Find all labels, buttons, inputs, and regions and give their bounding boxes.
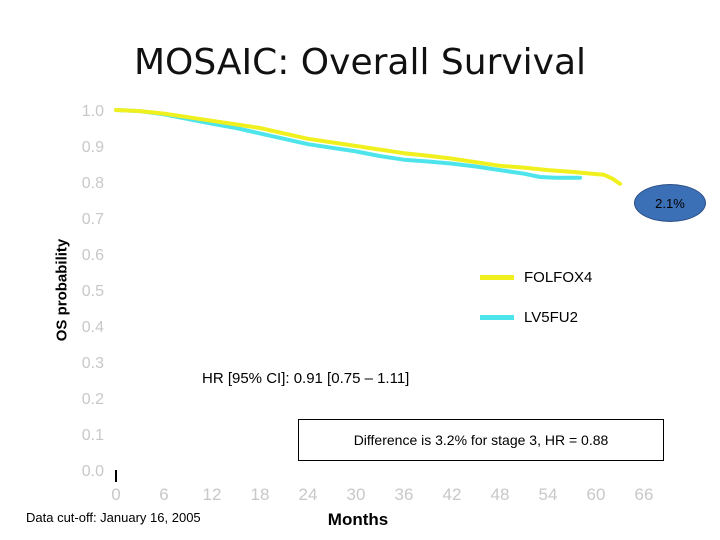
series-lines	[114, 108, 622, 186]
series-line-folfox4	[114, 108, 622, 186]
x-tick-label: 42	[443, 485, 462, 504]
x-tick-label: 6	[159, 485, 168, 504]
y-tick-label: 0.9	[82, 139, 104, 156]
difference-bubble-text: 2.1%	[655, 195, 685, 211]
chart-title: MOSAIC: Overall Survival	[133, 42, 587, 83]
y-tick-label: 0.1	[82, 427, 104, 444]
x-tick-label: 36	[395, 485, 414, 504]
difference-annotation-text: Difference is 3.2% for stage 3, HR = 0.8…	[353, 432, 609, 448]
y-tick-label: 0.3	[82, 355, 104, 372]
y-tick-label: 0.4	[82, 319, 104, 336]
legend: FOLFOX4 LV5FU2	[480, 266, 592, 346]
y-tick-label: 0.2	[82, 391, 104, 408]
x-axis-label: Months	[327, 510, 389, 529]
data-cutoff-note: Data cut-off: January 16, 2005	[26, 510, 201, 525]
x-tick-label: 66	[635, 485, 654, 504]
y-tick-label: 0.6	[82, 247, 104, 264]
legend-item-lv5fu2: LV5FU2	[480, 306, 592, 328]
legend-label-folfox4: FOLFOX4	[524, 268, 593, 286]
hazard-ratio-annotation: HR [95% CI]: 0.91 [0.75 – 1.11]	[202, 370, 410, 387]
difference-annotation-box: Difference is 3.2% for stage 3, HR = 0.8…	[298, 419, 664, 461]
difference-bubble: 2.1%	[634, 184, 706, 222]
x-tick-label: 0	[111, 485, 120, 504]
x-tick-label: 24	[299, 485, 318, 504]
x-tick-label: 48	[491, 485, 510, 504]
x-tick-label: 18	[251, 485, 270, 504]
y-tick-label: 0.8	[82, 175, 104, 192]
series-line-lv5fu2	[114, 108, 582, 180]
y-tick-label: 0.0	[82, 463, 104, 480]
x-ticks: 0 6 12 18 24 30 36 42 48 54 60 66	[111, 485, 653, 504]
y-tick-label: 0.5	[82, 283, 104, 300]
legend-swatch-lv5fu2	[480, 314, 514, 320]
x-tick-label: 60	[587, 485, 606, 504]
y-tick-label: 0.7	[82, 211, 104, 228]
legend-label-lv5fu2: LV5FU2	[524, 308, 578, 326]
y-tick-label: 1.0	[82, 103, 104, 120]
legend-swatch-folfox4	[480, 274, 514, 280]
x-tick-label: 54	[539, 485, 558, 504]
x-tick-label: 12	[203, 485, 222, 504]
legend-item-folfox4: FOLFOX4	[480, 266, 592, 288]
x-tick-label: 30	[347, 485, 366, 504]
y-ticks: 0.0 0.1 0.2 0.3 0.4 0.5 0.6 0.7 0.8 0.9 1.0	[82, 103, 104, 480]
